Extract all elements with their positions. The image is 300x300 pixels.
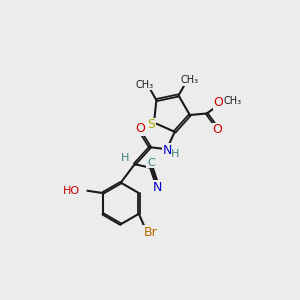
Text: Br: Br — [143, 226, 157, 239]
Text: C: C — [147, 158, 155, 168]
Text: HO: HO — [63, 186, 80, 196]
Text: O: O — [135, 122, 145, 135]
Text: CH₃: CH₃ — [135, 80, 153, 90]
Text: CH₃: CH₃ — [224, 96, 242, 106]
Text: O: O — [213, 96, 223, 109]
Text: N: N — [162, 144, 172, 157]
Text: H: H — [171, 149, 180, 159]
Text: CH₃: CH₃ — [180, 75, 198, 85]
Text: H: H — [121, 153, 130, 163]
Text: N: N — [153, 181, 162, 194]
Text: S: S — [147, 118, 155, 131]
Text: O: O — [212, 123, 222, 136]
